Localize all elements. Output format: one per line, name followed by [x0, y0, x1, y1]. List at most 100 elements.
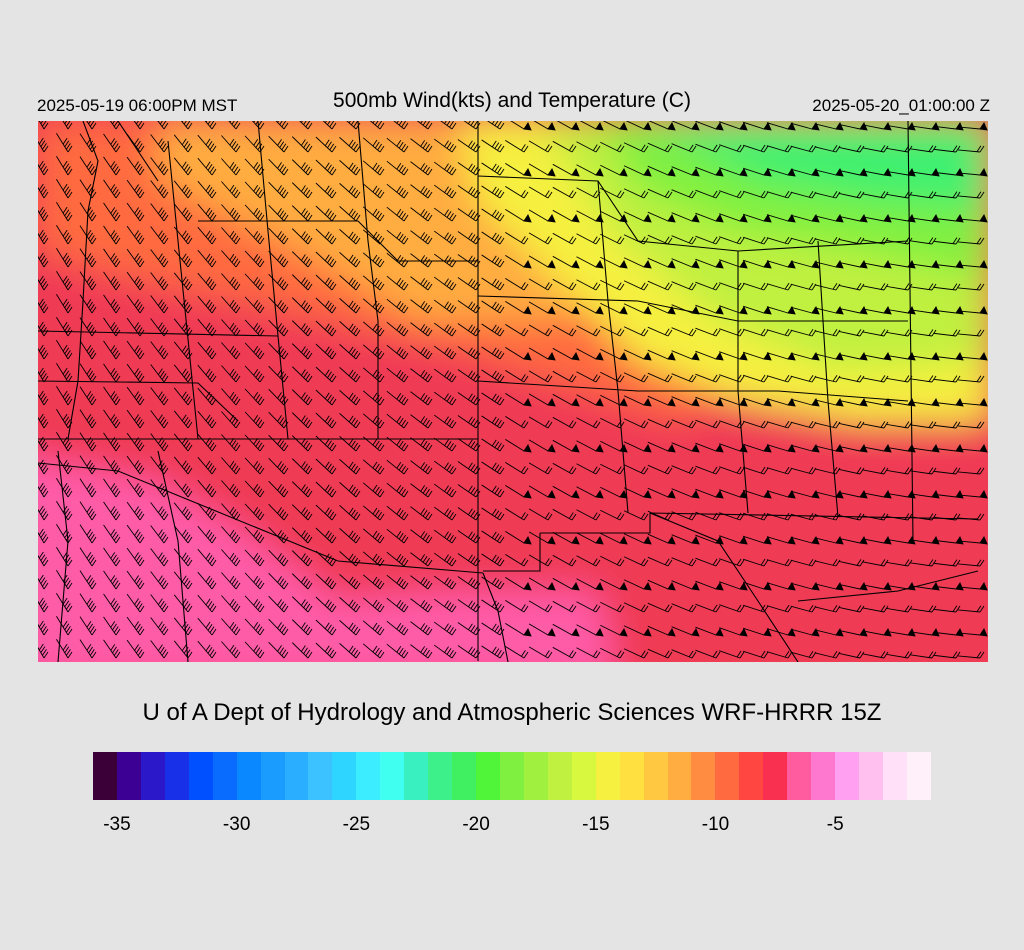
wind-barb: [862, 559, 889, 567]
wind-barb: [150, 203, 169, 222]
wind-barb: [838, 122, 868, 131]
temp-zone-cold-green: [638, 121, 988, 211]
wind-barb: [552, 255, 580, 269]
wind-barb: [934, 628, 964, 637]
wind-barb: [244, 181, 265, 199]
wind-barb: [505, 324, 529, 337]
wind-barb: [790, 214, 820, 223]
wind-barb: [457, 576, 481, 590]
wind-barb: [56, 570, 73, 590]
wind-barb: [457, 300, 481, 314]
wind-barb: [173, 272, 193, 291]
wind-barb: [38, 252, 49, 268]
wind-barb: [79, 133, 97, 153]
temp-zone-red-west: [38, 252, 498, 451]
wind-barb: [579, 121, 604, 131]
wind-barb: [814, 168, 844, 177]
wind-barb: [838, 605, 865, 613]
wind-barb: [126, 248, 145, 268]
colorbar-cell: [212, 752, 237, 800]
wind-barb: [958, 582, 988, 591]
wind-barb: [814, 398, 844, 407]
wind-barb: [291, 205, 313, 222]
wind-barb: [600, 233, 625, 245]
wind-barb: [647, 464, 673, 475]
wind-barb: [719, 121, 748, 131]
colorbar-tick-label: -15: [582, 814, 610, 835]
map-canvas: [38, 121, 988, 662]
wind-barb: [339, 620, 361, 636]
colorbar-cell: [906, 752, 931, 800]
wind-barb: [910, 651, 937, 659]
wind-barb: [766, 558, 793, 567]
wind-barb: [244, 434, 265, 452]
wind-barb: [910, 329, 937, 337]
wind-barb: [742, 535, 772, 545]
wind-barb: [695, 304, 724, 315]
wind-barb: [766, 490, 796, 499]
wind-barb: [528, 485, 556, 499]
wind-barb: [719, 397, 748, 407]
wind-barb: [505, 209, 532, 223]
wind-barb: [528, 232, 553, 245]
wind-barb: [934, 398, 964, 407]
wind-barb: [481, 369, 505, 383]
wind-barb: [862, 283, 889, 291]
wind-barb: [457, 438, 481, 452]
wind-barb: [291, 343, 313, 360]
wind-barb: [362, 344, 385, 360]
wind-barb: [126, 386, 145, 406]
wind-barb: [862, 605, 889, 613]
wind-barb: [766, 444, 796, 453]
wind-barb: [576, 486, 604, 499]
wind-barb: [790, 398, 820, 407]
wind-barb: [38, 367, 49, 383]
wind-barb: [173, 594, 193, 613]
wind-barb: [244, 549, 265, 567]
wind-barb: [695, 649, 721, 659]
wind-barb: [339, 206, 361, 222]
colorbar-cell: [691, 752, 716, 800]
wind-barb: [719, 512, 745, 521]
wind-barb: [362, 528, 385, 544]
wind-barb: [339, 574, 361, 590]
wind-barb: [268, 480, 289, 498]
wind-barb: [103, 455, 121, 475]
wind-barb: [790, 444, 820, 453]
wind-barb: [410, 299, 433, 314]
wind-barb: [719, 604, 745, 613]
wind-barb: [339, 367, 361, 383]
wind-barb: [315, 251, 337, 268]
wind-barb: [38, 459, 49, 475]
wind-barb: [38, 183, 49, 199]
wind-barb: [934, 513, 961, 521]
wind-barb: [386, 390, 409, 406]
wind-barb: [814, 536, 844, 545]
wind-barb: [56, 294, 73, 314]
wind-barb: [695, 534, 724, 545]
wind-barb: [695, 350, 724, 361]
wind-barb: [552, 232, 577, 245]
wind-barb: [742, 443, 772, 453]
wind-barb: [576, 371, 601, 383]
wind-barb: [766, 190, 793, 199]
wind-barb: [552, 140, 577, 153]
wind-barb: [362, 206, 385, 222]
wind-barb: [505, 485, 532, 499]
wind-barb: [505, 140, 529, 153]
wind-barb: [268, 204, 289, 222]
wind-barb: [339, 298, 361, 314]
wind-barb: [671, 258, 700, 269]
wind-barb: [221, 250, 241, 268]
wind-barb: [386, 643, 409, 659]
wind-barb: [505, 393, 532, 407]
wind-barb: [505, 416, 529, 429]
wind-barb: [386, 620, 409, 636]
wind-barb: [481, 323, 505, 337]
wind-barb: [126, 271, 145, 291]
wind-barb: [457, 231, 481, 245]
wind-barb: [695, 258, 724, 269]
wind-barb: [56, 133, 73, 153]
wind-barb: [126, 202, 145, 222]
wind-barb: [814, 628, 844, 637]
